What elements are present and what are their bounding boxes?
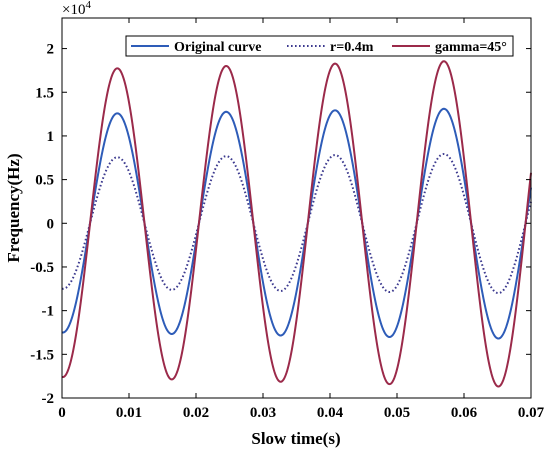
y-tick-label: 2	[47, 42, 55, 58]
plot-frame	[61, 17, 532, 399]
y-axis-label: Frequency(Hz)	[4, 153, 23, 262]
x-tick-label: 0.03	[250, 405, 276, 421]
x-axis-label: Slow time(s)	[251, 429, 340, 448]
y-tick-label: -0.5	[30, 260, 54, 276]
legend-label-3: gamma=45°	[435, 40, 507, 55]
y-tick-label: -2	[42, 391, 55, 407]
y-exponent-label: ×104	[62, 0, 91, 18]
series-layer	[61, 60, 532, 388]
y-exponent-power: 4	[85, 0, 91, 11]
series-line-1	[61, 107, 532, 340]
x-tick-label: 0.02	[183, 405, 209, 421]
y-tick-label: 1.5	[35, 85, 54, 101]
series-line-3	[61, 60, 532, 388]
legend-label-2: r=0.4m	[330, 40, 374, 55]
legend-label-1: Original curve	[174, 40, 262, 55]
x-tick-label: 0.07	[518, 405, 545, 421]
y-tick-label: -1	[42, 304, 55, 320]
axis-layer: 0 0.01 0.02 0.03 0.04 0.05 0.06 0.07 -2 -1.5 -1 -0.…	[30, 18, 545, 421]
y-tick-label: -1.5	[30, 347, 54, 363]
plot-area	[62, 18, 531, 398]
x-tick-label: 0	[58, 405, 66, 421]
legend: Original curve r=0.4m gamma=45°	[125, 35, 514, 57]
x-tick-label: 0.06	[451, 405, 478, 421]
y-tick-label: 0	[47, 216, 55, 232]
x-tick-label: 0.01	[116, 405, 142, 421]
x-tick-label: 0.04	[317, 405, 344, 421]
y-tick-label: 1	[47, 129, 55, 145]
x-tick-label: 0.05	[384, 405, 410, 421]
y-tick-label: 0.5	[35, 173, 54, 189]
